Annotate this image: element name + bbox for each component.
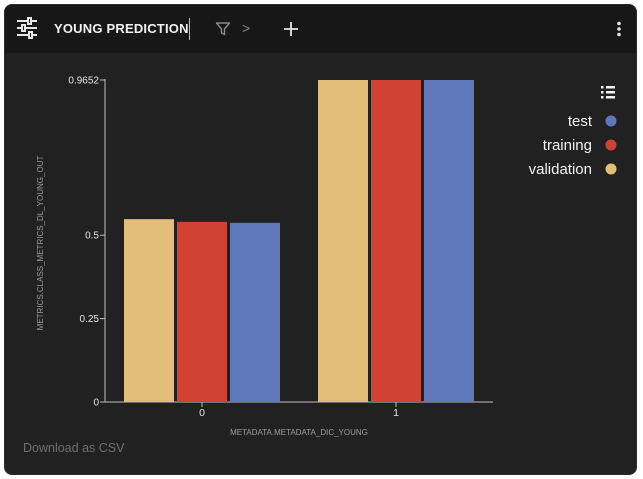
download-csv-link[interactable]: Download as CSV [23, 441, 125, 455]
legend-marker-training[interactable] [605, 139, 617, 151]
add-icon[interactable] [281, 19, 301, 39]
bar-chart: 0 0.25 0.5 0.9652 0 1 METADATA.METADATA_DIC_YO… [36, 76, 617, 437]
x-tick-label: 0 [199, 407, 205, 419]
x-tick-label: 1 [393, 407, 399, 419]
bar-test-1 [424, 80, 474, 402]
y-tick-label: 0.9652 [68, 76, 99, 87]
legend-label-training[interactable]: training [543, 137, 592, 154]
card-header: YOUNG PREDICTION > [5, 5, 636, 53]
legend-marker-validation[interactable] [605, 163, 617, 175]
header-divider [189, 18, 190, 40]
page-title: YOUNG PREDICTION [54, 21, 189, 36]
y-tick-label: 0 [93, 398, 99, 409]
bar-validation-1 [318, 80, 368, 402]
settings-sliders-icon[interactable] [16, 17, 38, 39]
bar-training-0 [177, 221, 227, 402]
y-tick-label: 0.25 [80, 314, 100, 325]
chart-card: YOUNG PREDICTION > 0 0.25 0.5 0.9652 0 1 METAD… [4, 4, 637, 475]
more-vertical-icon[interactable] [610, 19, 628, 39]
y-axis-title: METRICS.CLASS_METRICS_DL_YOUNG_OUT [36, 156, 45, 331]
legend-label-test[interactable]: test [568, 113, 593, 130]
legend-label-validation[interactable]: validation [529, 161, 592, 178]
x-axis-title: METADATA.METADATA_DIC_YOUNG [230, 428, 368, 437]
filter-icon[interactable] [214, 20, 232, 38]
bar-validation-0 [124, 219, 174, 402]
breadcrumb-chevron: > [242, 20, 251, 36]
legend-marker-test[interactable] [605, 115, 617, 127]
y-tick-label: 0.5 [85, 231, 99, 242]
bar-test-0 [230, 222, 280, 402]
bar-training-1 [371, 80, 421, 402]
legend-list-icon[interactable] [601, 86, 615, 99]
